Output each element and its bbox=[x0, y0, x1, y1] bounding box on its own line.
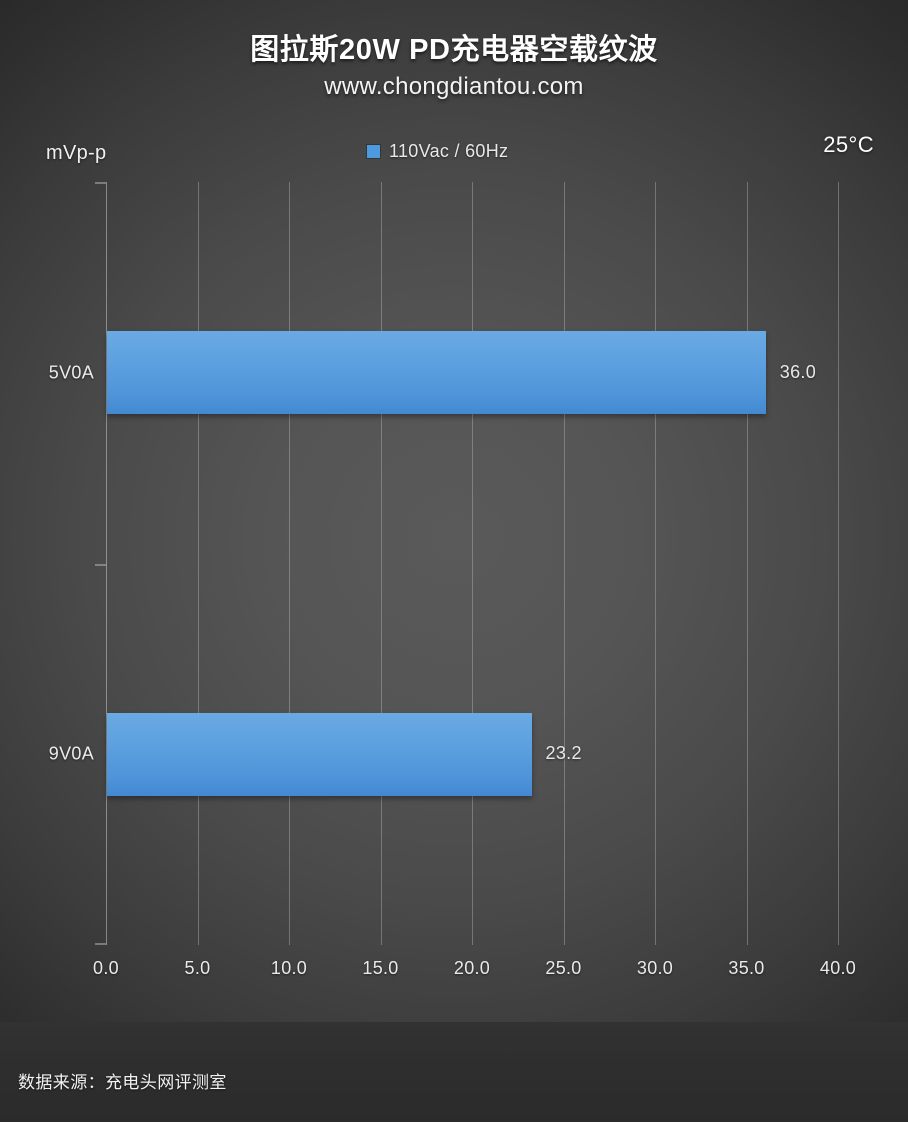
bar-value-label: 23.2 bbox=[545, 743, 582, 764]
temperature-annotation: 25°C bbox=[823, 132, 874, 157]
page-subtitle: www.chongdiantou.com bbox=[324, 73, 584, 100]
x-gridline bbox=[380, 182, 382, 945]
y-axis-category-label: 9V0A bbox=[48, 743, 94, 764]
bar bbox=[107, 331, 766, 415]
legend-item-label: 110Vac / 60Hz bbox=[389, 141, 509, 161]
x-axis-tick-label: 5.0 bbox=[184, 958, 211, 978]
chart-legend: 110Vac / 60Hz bbox=[367, 141, 508, 162]
y-axis-tick bbox=[95, 943, 106, 945]
x-gridline bbox=[838, 182, 839, 945]
x-axis-tick-label: 10.0 bbox=[270, 958, 308, 978]
legend-swatch-icon bbox=[367, 145, 380, 158]
x-axis-tick-label: 0.0 bbox=[93, 958, 119, 978]
x-gridline bbox=[655, 182, 656, 945]
x-axis-tick-label: 30.0 bbox=[636, 958, 674, 978]
footer-band bbox=[0, 1022, 908, 1122]
x-axis-tick-label: 25.0 bbox=[545, 958, 582, 978]
page-title: 图拉斯20W PD充电器空载纹波 bbox=[250, 34, 658, 66]
y-axis-category-label: 5V0A bbox=[48, 362, 94, 383]
bar bbox=[107, 712, 532, 796]
data-source-label: 数据来源：充电头网评测室 bbox=[18, 1073, 227, 1092]
x-gridline bbox=[289, 182, 290, 945]
x-axis-tick-label: 40.0 bbox=[819, 958, 857, 978]
x-axis-tick-label: 35.0 bbox=[728, 958, 765, 978]
x-gridline bbox=[746, 182, 748, 945]
x-axis-tick-label: 20.0 bbox=[453, 958, 491, 978]
x-gridline bbox=[472, 182, 473, 945]
y-axis-line bbox=[106, 182, 107, 945]
x-axis-tick-label: 15.0 bbox=[362, 958, 399, 978]
bar-value-label: 36.0 bbox=[779, 361, 817, 382]
y-axis-tick bbox=[95, 182, 106, 184]
y-axis-tick bbox=[95, 563, 106, 566]
x-gridline bbox=[197, 182, 199, 945]
plot-area: 0.0 5.0 10.0 15.0 20.0 25.0 30.0 35.0 40.0 36.0 5V… bbox=[49, 182, 856, 978]
y-axis-unit-label: mVp-p bbox=[46, 142, 107, 164]
x-gridline bbox=[563, 182, 565, 945]
